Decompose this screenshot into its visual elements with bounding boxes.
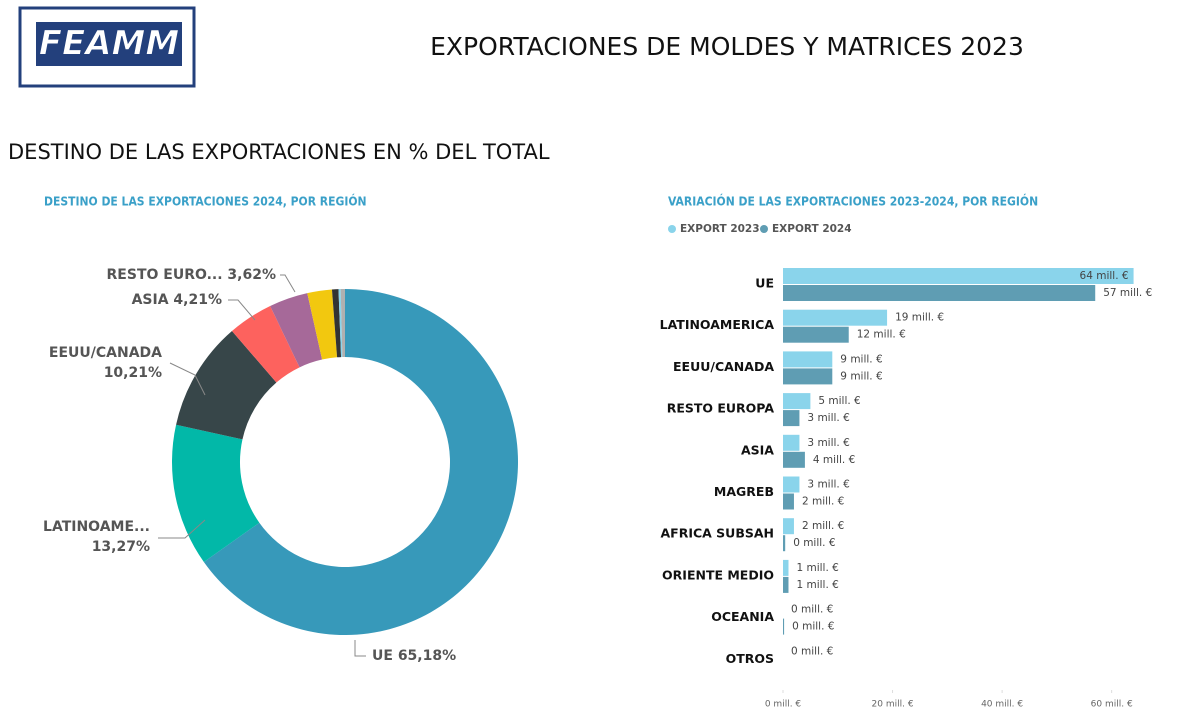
slice-value: 4,21% <box>173 292 222 308</box>
x-tick-label: 20 mill. € <box>872 700 914 710</box>
category-label: AFRICA SUBSAH <box>660 526 774 541</box>
donut-slice <box>231 306 300 383</box>
bar <box>783 309 888 326</box>
bar <box>783 351 833 368</box>
bar <box>783 326 849 343</box>
donut-slice <box>338 289 343 358</box>
donut-slice <box>331 289 342 358</box>
bar <box>783 285 1096 301</box>
bar <box>783 493 794 510</box>
bar <box>783 576 789 593</box>
value-label: 0 mill. € <box>791 604 833 616</box>
value-label: 3 mill. € <box>807 437 849 449</box>
category-label: UE <box>755 276 774 291</box>
bar <box>783 535 786 552</box>
x-tick-label: 0 mill. € <box>765 700 802 710</box>
category-label: LATINOAMERICA <box>660 317 775 332</box>
logo-text: FEAMM <box>39 24 180 64</box>
section-title: DESTINO DE LAS EXPORTACIONES EN % DEL TO… <box>8 140 550 164</box>
category-label: RESTO EUROPA <box>667 401 775 416</box>
slice-name: UE <box>372 648 393 664</box>
x-tick-label: 60 mill. € <box>1091 700 1133 710</box>
slice-name: RESTO EURO... <box>107 267 223 283</box>
leader-line <box>169 362 206 396</box>
category-label: EEUU/CANADA <box>673 359 774 374</box>
donut-slice <box>340 289 345 358</box>
slice-name: ASIA <box>132 292 169 308</box>
chart-title: VARIACIÓN DE LAS EXPORTACIONES 2023-2024… <box>668 194 1038 209</box>
value-label: 1 mill. € <box>796 579 838 591</box>
slice-value: 65,18% <box>398 648 456 664</box>
slice-value: 10,21% <box>104 365 162 381</box>
bar <box>783 476 800 493</box>
value-label: 0 mill. € <box>793 537 835 549</box>
bar <box>783 268 1134 284</box>
bar <box>783 393 811 410</box>
value-label: 57 mill. € <box>1103 287 1152 299</box>
donut-slice <box>203 289 518 635</box>
bar <box>783 434 800 451</box>
bar <box>783 518 794 535</box>
value-label: 0 mill. € <box>792 621 834 633</box>
bar <box>783 451 805 468</box>
value-label: 3 mill. € <box>807 479 849 491</box>
category-label: MAGREB <box>714 484 774 499</box>
leader-line <box>280 274 296 293</box>
legend-label: EXPORT 2024 <box>772 223 852 235</box>
value-label: 19 mill. € <box>895 312 944 324</box>
slice-label: UE 65,18% <box>372 648 456 664</box>
leader-line <box>354 640 366 657</box>
slice-label: RESTO EURO... 3,62% <box>107 267 276 283</box>
donut-slice <box>270 293 323 368</box>
leader-line <box>228 299 256 321</box>
category-label: OCEANIA <box>711 609 774 624</box>
donut-slice <box>176 331 277 440</box>
category-label: ASIA <box>741 442 774 457</box>
chart-title: DESTINO DE LAS EXPORTACIONES 2024, POR R… <box>44 194 367 209</box>
value-label: 64 mill. € <box>1080 270 1129 282</box>
slice-value: 3,62% <box>227 267 276 283</box>
legend-dot <box>668 225 676 233</box>
page-title: EXPORTACIONES DE MOLDES Y MATRICES 2023 <box>430 32 1024 61</box>
legend-dot <box>760 225 768 233</box>
value-label: 3 mill. € <box>807 412 849 424</box>
value-label: 12 mill. € <box>857 329 906 341</box>
value-label: 2 mill. € <box>802 496 844 508</box>
category-label: OTROS <box>726 651 774 666</box>
slice-label: LATINOAME... <box>43 519 150 535</box>
bar <box>783 368 833 385</box>
bar <box>783 559 789 576</box>
value-label: 0 mill. € <box>791 645 833 657</box>
value-label: 5 mill. € <box>818 395 860 407</box>
leader-line <box>158 519 206 539</box>
bar <box>783 618 785 635</box>
logo-band <box>36 22 182 66</box>
value-label: 2 mill. € <box>802 520 844 532</box>
value-label: 4 mill. € <box>813 454 855 466</box>
slice-label: ASIA 4,21% <box>132 292 222 308</box>
slice-label: EEUU/CANADA <box>49 345 162 361</box>
slice-value: 13,27% <box>92 539 150 555</box>
donut-slice <box>307 289 338 360</box>
value-label: 9 mill. € <box>840 353 882 365</box>
x-tick-label: 40 mill. € <box>981 700 1023 710</box>
donut-slice <box>171 424 260 563</box>
bar <box>783 410 800 427</box>
value-label: 1 mill. € <box>796 562 838 574</box>
logo: FEAMM <box>18 6 196 88</box>
category-label: ORIENTE MEDIO <box>662 567 774 582</box>
value-label: 9 mill. € <box>840 370 882 382</box>
legend-label: EXPORT 2023 <box>680 223 760 235</box>
